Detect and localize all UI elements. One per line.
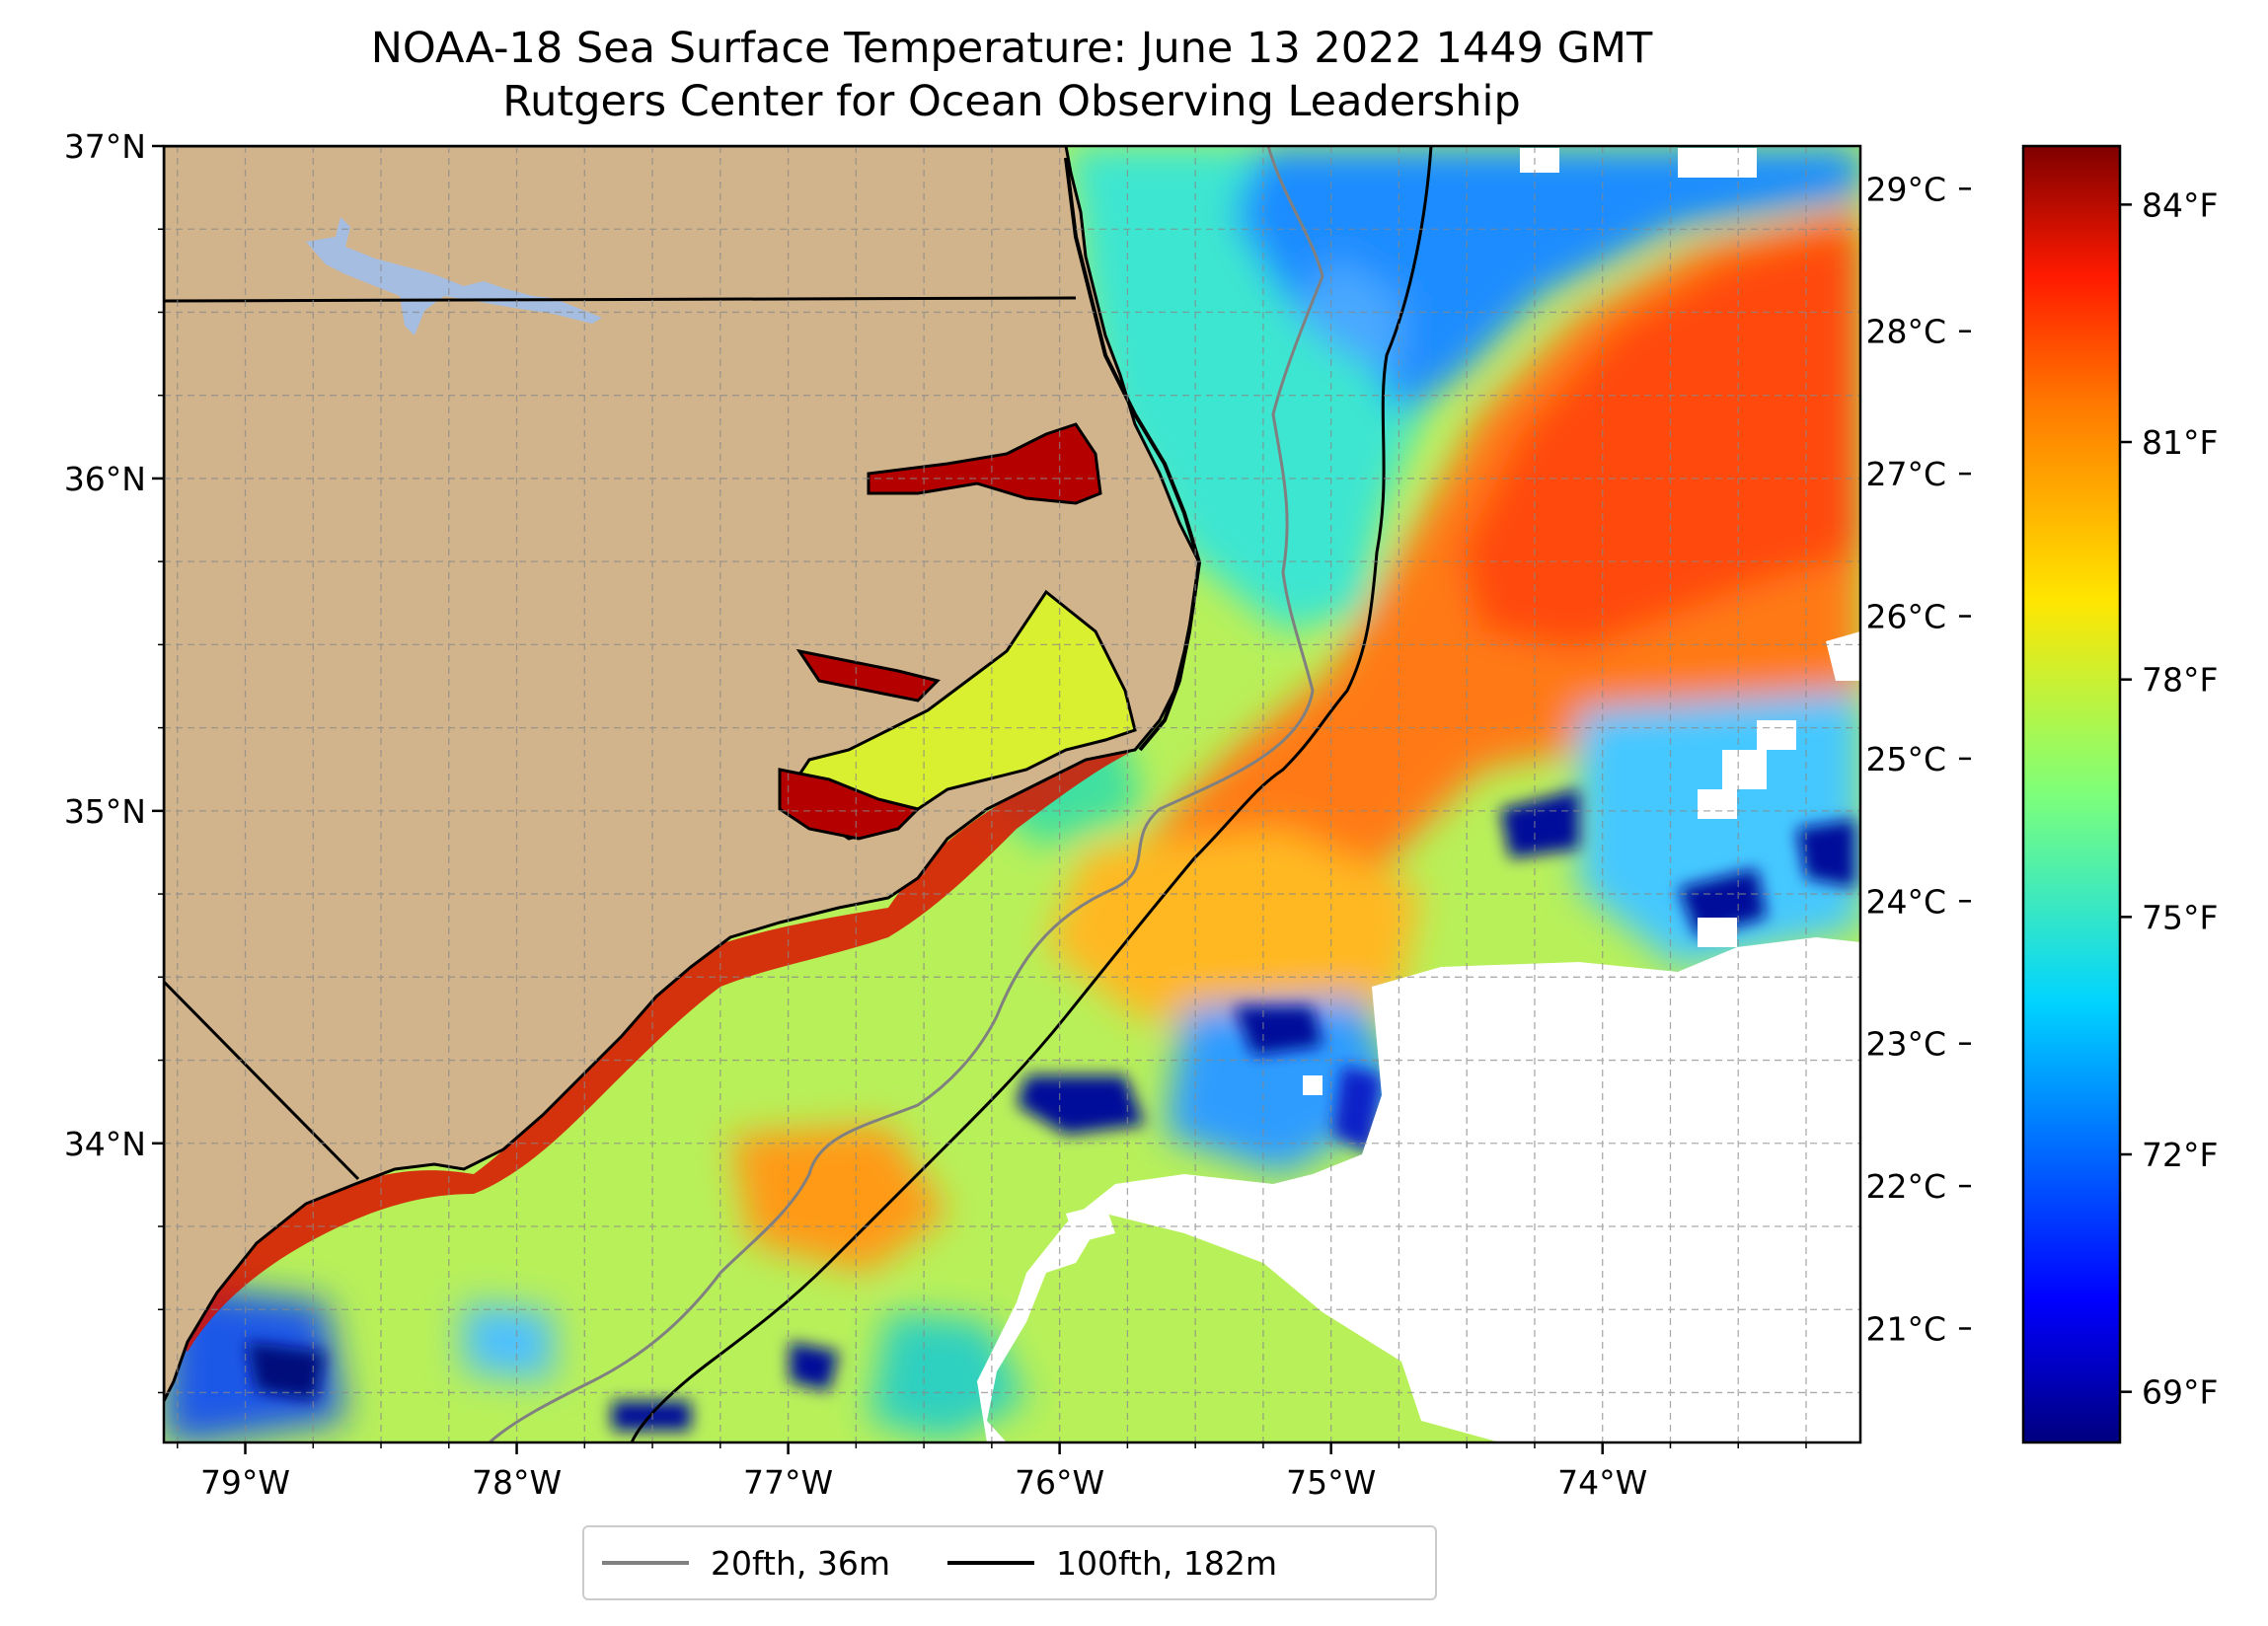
celsius-tick-label: 25°C (1865, 740, 1946, 778)
colorbar-fahrenheit-axis: 84°F 81°F 78°F 75°F 72°F 69°F (2120, 185, 2218, 1412)
lat-tick-label: 37°N (64, 127, 146, 166)
celsius-tick-label: 21°C (1865, 1309, 1946, 1348)
land-mass (164, 146, 1201, 1402)
sst-field (164, 146, 1860, 1442)
fahrenheit-tick-label: 81°F (2142, 423, 2218, 462)
fahrenheit-tick-label: 75°F (2142, 898, 2218, 936)
state-border-nc-sc (162, 980, 360, 1181)
celsius-tick-label: 26°C (1865, 598, 1946, 636)
celsius-tick-label: 23°C (1865, 1025, 1946, 1064)
celsius-tick-label: 22°C (1865, 1167, 1946, 1206)
outer-banks (1064, 157, 1202, 752)
map-frame (162, 144, 1862, 1444)
albemarle-sound (867, 422, 1102, 505)
lat-tick-label: 35°N (64, 792, 146, 831)
fahrenheit-tick-label: 78°F (2142, 661, 2218, 700)
map-title-line2: Rutgers Center for Ocean Observing Leade… (502, 77, 1521, 126)
lon-tick-label: 76°W (1015, 1463, 1104, 1502)
no-data-regions (977, 148, 1860, 1442)
lon-tick-label: 78°W (472, 1463, 562, 1502)
map-title-line1: NOAA-18 Sea Surface Temperature: June 13… (370, 24, 1653, 73)
neuse-river (778, 768, 921, 841)
lat-tick-label: 34°N (64, 1125, 146, 1163)
legend-label-100fth: 100fth, 182m (1056, 1543, 1277, 1583)
legend-item-20fth: 20fth, 36m (602, 1544, 890, 1583)
isobath-legend: 20fth, 36m 100fth, 182m (582, 1525, 1437, 1600)
celsius-tick-label: 27°C (1865, 455, 1946, 493)
lat-tick-label: 36°N (64, 460, 146, 498)
kerr-lake (306, 217, 602, 335)
fahrenheit-tick-label: 72°F (2142, 1136, 2218, 1174)
state-border-va-nc (163, 296, 1077, 303)
legend-label-20fth: 20fth, 36m (711, 1543, 890, 1583)
fahrenheit-tick-label: 69°F (2142, 1373, 2218, 1412)
legend-swatch-100fth (947, 1561, 1034, 1565)
legend-item-100fth: 100fth, 182m (947, 1544, 1277, 1583)
celsius-tick-label: 29°C (1865, 170, 1946, 208)
fahrenheit-tick-label: 84°F (2142, 185, 2218, 224)
pamlico-river (795, 648, 941, 702)
colorbar-celsius-axis: 29°C 28°C 27°C 26°C 25°C 24°C 23°C 22°C 21°C (1865, 170, 1971, 1348)
latitude-axis: 37°N 36°N 35°N 34°N (64, 127, 164, 1394)
lon-tick-label: 79°W (200, 1463, 290, 1502)
celsius-tick-label: 28°C (1865, 313, 1946, 351)
longitude-axis: 79°W 78°W 77°W 76°W 75°W 74°W (177, 1442, 1807, 1502)
colorbar-scale (2021, 144, 2122, 1444)
lon-tick-label: 74°W (1557, 1463, 1647, 1502)
lon-tick-label: 75°W (1286, 1463, 1376, 1502)
map-gridlines (164, 146, 1860, 1442)
legend-swatch-20fth (602, 1561, 689, 1565)
isobath-100fth (630, 145, 1433, 1443)
lon-tick-label: 77°W (743, 1463, 833, 1502)
celsius-tick-label: 24°C (1865, 882, 1946, 921)
